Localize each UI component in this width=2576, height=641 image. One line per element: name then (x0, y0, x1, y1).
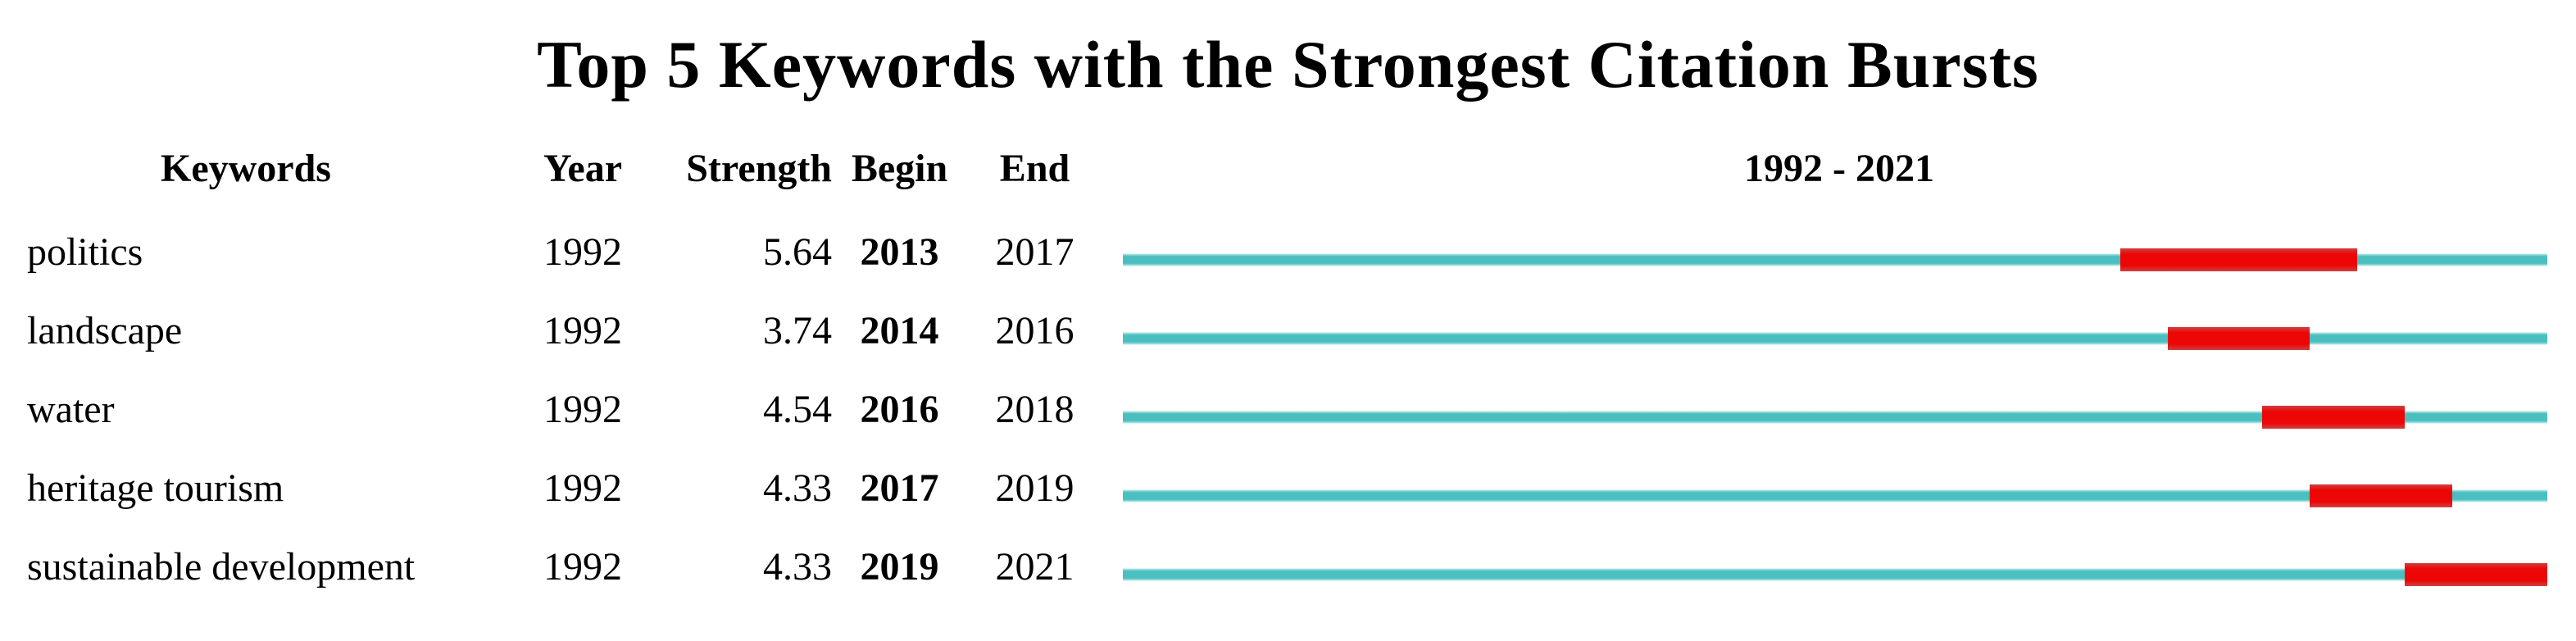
timeline-line (1123, 411, 2547, 424)
burst-bar (2119, 248, 2358, 271)
end-cell: 2016 (995, 309, 1074, 352)
strength-cell: 3.74 (763, 309, 832, 352)
table-row: water 1992 4.54 2016 2018 (0, 378, 2576, 457)
timeline-line (1123, 568, 2547, 581)
burst-bar (2310, 484, 2453, 507)
burst-bar (2262, 406, 2406, 429)
begin-cell: 2013 (860, 230, 939, 274)
end-cell: 2021 (995, 545, 1074, 589)
year-cell: 1992 (543, 230, 622, 274)
burst-table: Keywords Year Strength Begin End 1992 - … (0, 130, 2576, 614)
keyword-cell: water (27, 388, 115, 431)
timeline-track (1123, 457, 2547, 535)
column-header-begin: Begin (851, 146, 948, 190)
year-cell: 1992 (543, 309, 622, 352)
strength-cell: 4.33 (763, 545, 832, 589)
timeline-line (1123, 489, 2547, 502)
column-header-year: Year (543, 146, 622, 190)
timeline-track (1123, 299, 2547, 378)
table-body: politics 1992 5.64 2013 2017 landscape 1… (0, 220, 2576, 614)
end-cell: 2019 (995, 466, 1074, 510)
burst-bar (2167, 327, 2310, 350)
column-header-end: End (999, 146, 1070, 190)
timeline-track (1123, 378, 2547, 457)
keyword-cell: heritage tourism (27, 466, 284, 510)
burst-bar (2405, 563, 2547, 586)
page-title: Top 5 Keywords with the Strongest Citati… (537, 27, 2039, 102)
timeline-range-label: 1992 - 2021 (1744, 147, 1934, 190)
keyword-cell: landscape (27, 309, 183, 352)
begin-cell: 2016 (860, 388, 939, 431)
table-row: sustainable development 1992 4.33 2019 2… (0, 535, 2576, 614)
begin-cell: 2019 (860, 545, 939, 589)
begin-cell: 2014 (860, 309, 939, 352)
table-row: politics 1992 5.64 2013 2017 (0, 220, 2576, 299)
year-cell: 1992 (543, 545, 622, 589)
year-cell: 1992 (543, 466, 622, 510)
table-row: landscape 1992 3.74 2014 2016 (0, 299, 2576, 378)
strength-cell: 4.33 (763, 466, 832, 510)
end-cell: 2017 (995, 230, 1074, 274)
strength-cell: 5.64 (763, 230, 832, 274)
strength-cell: 4.54 (763, 388, 832, 431)
keyword-cell: politics (27, 230, 143, 274)
keyword-cell: sustainable development (27, 545, 416, 589)
table-row: heritage tourism 1992 4.33 2017 2019 (0, 457, 2576, 535)
timeline-track (1123, 220, 2547, 299)
end-cell: 2018 (995, 388, 1074, 431)
timeline-line (1123, 332, 2547, 345)
year-cell: 1992 (543, 388, 622, 431)
column-header-keywords: Keywords (161, 146, 331, 190)
begin-cell: 2017 (860, 466, 939, 510)
column-header-strength: Strength (686, 146, 832, 190)
timeline-track (1123, 535, 2547, 614)
table-header-row: Keywords Year Strength Begin End 1992 - … (0, 130, 2576, 207)
